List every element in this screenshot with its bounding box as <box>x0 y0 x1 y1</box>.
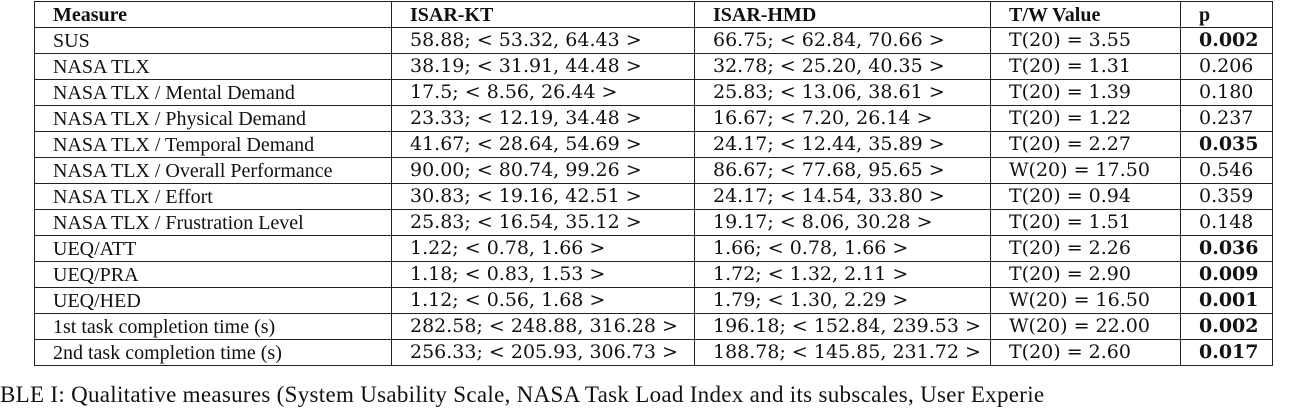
isar-hmd-cell: 24.17; < 12.44, 35.89 > <box>694 131 991 158</box>
header-isar-kt: ISAR-KT <box>391 1 695 28</box>
table-body: SUS 58.88; < 53.32, 64.43 >66.75; < 62.84… <box>34 27 1273 366</box>
p-value-cell: 0.002 <box>1180 27 1273 54</box>
isar-hmd-cell: 19.17; < 8.06, 30.28 > <box>694 209 991 236</box>
tw-value-cell: T(20) = 1.39 <box>990 79 1181 106</box>
isar-kt-cell: 90.00; < 80.74, 99.26 > <box>391 157 695 184</box>
isar-kt-cell: 23.33; < 12.19, 34.48 > <box>391 105 695 132</box>
tw-value-cell: T(20) = 1.31 <box>990 53 1181 80</box>
measure-cell: NASA TLX / Effort <box>34 183 392 210</box>
table-row: 2nd task completion time (s) 256.33; < 20… <box>34 339 1273 366</box>
table-row: UEQ/PRA 1.18; < 0.83, 1.53 >1.72; < 1.32,… <box>34 261 1273 288</box>
table-row: NASA TLX / Temporal Demand 41.67; < 28.64… <box>34 131 1273 158</box>
isar-hmd-cell: 86.67; < 77.68, 95.65 > <box>694 157 991 184</box>
tw-value-cell: T(20) = 3.55 <box>990 27 1181 54</box>
isar-kt-cell: 38.19; < 31.91, 44.48 > <box>391 53 695 80</box>
isar-hmd-cell: 196.18; < 152.84, 239.53 > <box>694 313 991 340</box>
tw-value-cell: T(20) = 2.26 <box>990 235 1181 262</box>
p-value-cell: 0.237 <box>1180 105 1273 132</box>
isar-hmd-cell: 24.17; < 14.54, 33.80 > <box>694 183 991 210</box>
p-value-cell: 0.546 <box>1180 157 1273 184</box>
p-value-cell: 0.206 <box>1180 53 1273 80</box>
measure-cell: UEQ/PRA <box>34 261 392 288</box>
p-value-cell: 0.009 <box>1180 261 1273 288</box>
measure-cell: NASA TLX / Overall Performance <box>34 157 392 184</box>
isar-hmd-cell: 188.78; < 145.85, 231.72 > <box>694 339 991 366</box>
tw-value-cell: W(20) = 17.50 <box>990 157 1181 184</box>
table-row: 1st task completion time (s) 282.58; < 24… <box>34 313 1273 340</box>
table-row: NASA TLX / Effort 30.83; < 19.16, 42.51 >… <box>34 183 1273 210</box>
p-value-cell: 0.017 <box>1180 339 1273 366</box>
tw-value-cell: T(20) = 2.27 <box>990 131 1181 158</box>
measure-cell: SUS <box>34 27 392 54</box>
tw-value-cell: W(20) = 22.00 <box>990 313 1181 340</box>
isar-hmd-cell: 16.67; < 7.20, 26.14 > <box>694 105 991 132</box>
table-caption: BLE I: Qualitative measures (System Usab… <box>0 382 1045 407</box>
isar-hmd-cell: 1.79; < 1.30, 2.29 > <box>694 287 991 314</box>
measure-cell: 1st task completion time (s) <box>34 313 392 340</box>
p-value-cell: 0.001 <box>1180 287 1273 314</box>
measure-cell: NASA TLX / Physical Demand <box>34 105 392 132</box>
isar-kt-cell: 30.83; < 19.16, 42.51 > <box>391 183 695 210</box>
header-p: p <box>1180 1 1273 28</box>
isar-kt-cell: 256.33; < 205.93, 306.73 > <box>391 339 695 366</box>
measure-cell: NASA TLX / Mental Demand <box>34 79 392 106</box>
isar-hmd-cell: 1.72; < 1.32, 2.11 > <box>694 261 991 288</box>
p-value-cell: 0.035 <box>1180 131 1273 158</box>
measure-cell: NASA TLX / Temporal Demand <box>34 131 392 158</box>
p-value-cell: 0.359 <box>1180 183 1273 210</box>
table-row: NASA TLX / Physical Demand 23.33; < 12.19… <box>34 105 1273 132</box>
tw-value-cell: T(20) = 2.90 <box>990 261 1181 288</box>
header-tw-value: T/W Value <box>990 1 1181 28</box>
header-measure: Measure <box>34 1 392 28</box>
p-value-cell: 0.036 <box>1180 235 1273 262</box>
table-row: NASA TLX / Mental Demand 17.5; < 8.56, 26… <box>34 79 1273 106</box>
tw-value-cell: W(20) = 16.50 <box>990 287 1181 314</box>
tw-value-cell: T(20) = 1.22 <box>990 105 1181 132</box>
table-row: SUS 58.88; < 53.32, 64.43 >66.75; < 62.84… <box>34 27 1273 54</box>
measure-cell: UEQ/ATT <box>34 235 392 262</box>
measure-cell: UEQ/HED <box>34 287 392 314</box>
header-row: Measure ISAR-KT ISAR-HMD T/W Value p <box>34 1 1273 28</box>
p-value-cell: 0.148 <box>1180 209 1273 236</box>
header-isar-hmd: ISAR-HMD <box>694 1 991 28</box>
isar-hmd-cell: 32.78; < 25.20, 40.35 > <box>694 53 991 80</box>
tw-value-cell: T(20) = 0.94 <box>990 183 1181 210</box>
isar-kt-cell: 25.83; < 16.54, 35.12 > <box>391 209 695 236</box>
table-row: UEQ/HED 1.12; < 0.56, 1.68 >1.79; < 1.30,… <box>34 287 1273 314</box>
tw-value-cell: T(20) = 1.51 <box>990 209 1181 236</box>
measure-cell: NASA TLX / Frustration Level <box>34 209 392 236</box>
p-value-cell: 0.180 <box>1180 79 1273 106</box>
table-row: NASA TLX 38.19; < 31.91, 44.48 >32.78; < … <box>34 53 1273 80</box>
isar-kt-cell: 282.58; < 248.88, 316.28 > <box>391 313 695 340</box>
table-row: NASA TLX / Overall Performance 90.00; < 8… <box>34 157 1273 184</box>
isar-kt-cell: 41.67; < 28.64, 54.69 > <box>391 131 695 158</box>
table-row: NASA TLX / Frustration Level 25.83; < 16.… <box>34 209 1273 236</box>
results-table: Measure ISAR-KT ISAR-HMD T/W Value p SUS… <box>34 1 1273 366</box>
isar-hmd-cell: 25.83; < 13.06, 38.61 > <box>694 79 991 106</box>
table-row: UEQ/ATT 1.22; < 0.78, 1.66 >1.66; < 0.78,… <box>34 235 1273 262</box>
isar-kt-cell: 17.5; < 8.56, 26.44 > <box>391 79 695 106</box>
isar-kt-cell: 1.22; < 0.78, 1.66 > <box>391 235 695 262</box>
isar-kt-cell: 1.18; < 0.83, 1.53 > <box>391 261 695 288</box>
p-value-cell: 0.002 <box>1180 313 1273 340</box>
isar-hmd-cell: 66.75; < 62.84, 70.66 > <box>694 27 991 54</box>
isar-kt-cell: 58.88; < 53.32, 64.43 > <box>391 27 695 54</box>
measure-cell: 2nd task completion time (s) <box>34 339 392 366</box>
isar-kt-cell: 1.12; < 0.56, 1.68 > <box>391 287 695 314</box>
measure-cell: NASA TLX <box>34 53 392 80</box>
tw-value-cell: T(20) = 2.60 <box>990 339 1181 366</box>
isar-hmd-cell: 1.66; < 0.78, 1.66 > <box>694 235 991 262</box>
